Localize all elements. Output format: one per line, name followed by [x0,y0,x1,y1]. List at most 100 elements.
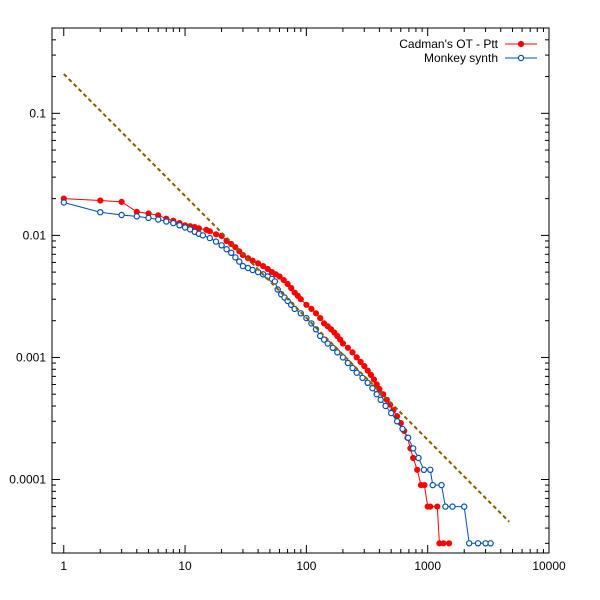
data-point [367,371,374,378]
data-point [199,232,206,239]
data-point [249,266,256,274]
data-point [324,340,331,347]
data-point [442,503,449,510]
data-point [239,262,247,270]
data-point [370,376,377,383]
data-point [434,503,441,510]
data-point [288,285,295,292]
data-point [382,402,389,410]
data-point [163,218,170,225]
data-point [474,540,482,547]
data-point [399,425,406,433]
data-point [353,354,360,361]
x-tick-label: 1 [60,559,67,573]
data-point [449,503,456,510]
data-point [344,359,352,367]
data-point [438,481,445,489]
legend-swatch-marker [517,54,525,62]
data-point [276,273,283,280]
data-point [427,466,434,473]
data-point [414,466,421,473]
data-point [329,344,336,351]
data-point [227,249,235,256]
data-point [420,466,428,473]
data-point [415,454,422,462]
data-point [421,482,428,489]
data-point [218,242,225,249]
data-point [60,199,68,206]
x-tick-label: 10 [178,559,192,573]
series-line [63,73,510,523]
data-point [334,349,341,356]
data-point [388,409,395,417]
y-tick-label: 0.001 [16,350,46,364]
legend-swatch-marker [517,40,525,48]
data-point [280,277,287,284]
data-point [440,540,447,547]
data-point [232,254,239,261]
y-tick-label: 0.0001 [9,473,46,487]
x-tick-label: 1000 [414,559,441,573]
data-point [446,540,453,547]
data-point [364,367,371,374]
data-point [317,315,324,322]
data-point [357,358,364,365]
data-point [361,363,368,370]
data-point [212,238,220,245]
data-point [429,481,436,489]
legend-label: Monkey synth [424,51,498,65]
data-point [145,214,152,222]
data-point [344,344,351,351]
series-1 [60,199,494,547]
data-point [97,197,104,204]
data-point [154,216,162,223]
y-tick-label: 0.01 [23,228,47,242]
x-tick-label: 10000 [532,559,566,573]
data-point [377,396,384,403]
data-point [223,245,230,253]
data-point [206,228,213,235]
data-point [260,263,267,270]
data-point [359,374,366,382]
data-point [373,391,380,398]
data-point [427,503,434,510]
data-point [410,454,417,462]
data-point [353,369,360,376]
data-point [466,540,473,547]
data-point [297,296,304,303]
data-point [487,540,494,547]
data-point [410,445,417,452]
data-point [393,418,401,425]
series-2 [63,73,510,523]
data-point [369,385,376,392]
legend-label: Cadman's OT - Ptt [399,37,498,51]
data-point [118,198,125,205]
data-point [312,310,320,317]
series-0 [60,195,453,547]
data-point [118,211,125,219]
data-point [349,349,356,356]
plot-frame [51,27,550,554]
data-point [373,381,380,388]
x-tick-label: 100 [296,559,316,573]
data-point [264,265,271,273]
data-point [317,332,324,340]
data-point [206,234,213,242]
series-line [63,202,491,544]
data-point [303,301,310,308]
data-point [176,222,183,229]
data-point [349,364,356,372]
data-point [170,219,177,227]
data-point [339,340,346,347]
data-point [212,231,220,238]
data-point [308,305,315,312]
data-point [461,503,468,510]
data-point [404,434,412,441]
axis-ticks: 1 10 100 1000 10000 0.0001 0.001 0.01 0.1 [9,27,566,573]
data-point [271,278,279,285]
data-point [255,260,262,267]
series-line [63,198,450,544]
data-point [236,258,243,265]
data-point [364,379,371,386]
